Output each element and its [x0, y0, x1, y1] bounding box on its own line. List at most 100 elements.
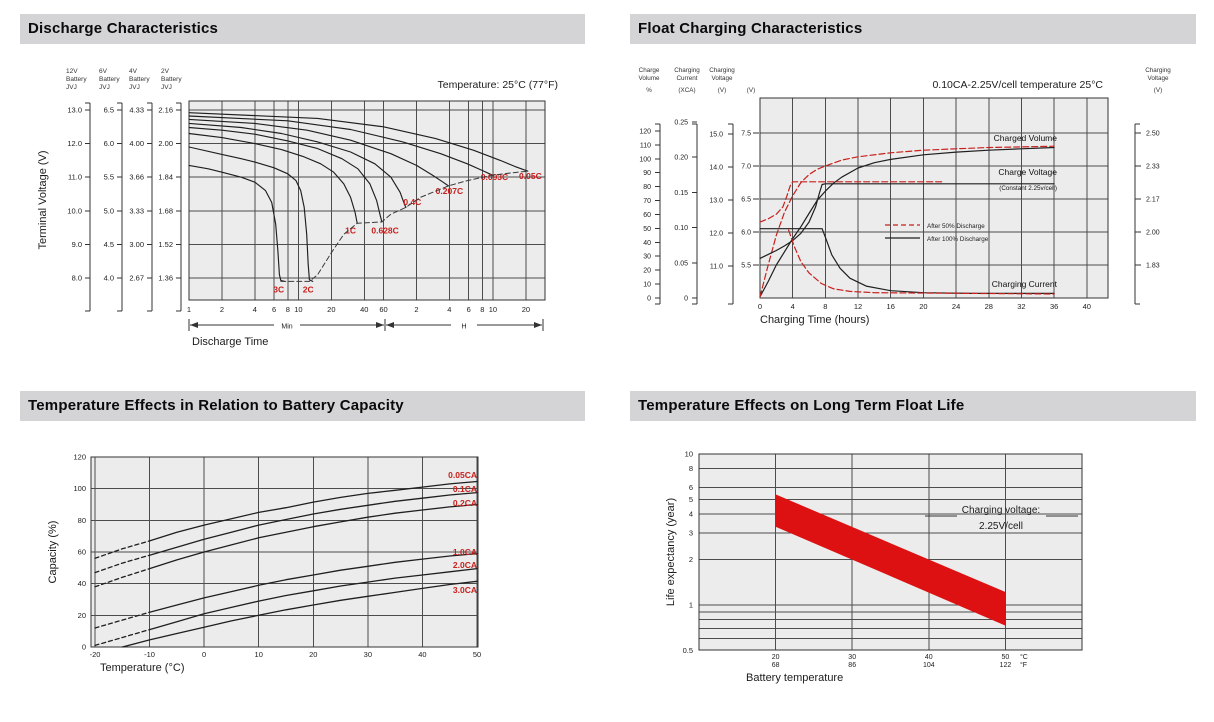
arrow-head-left [190, 322, 198, 328]
scale-header: JVJ [66, 84, 77, 91]
capacity-curve [148, 567, 478, 631]
inplot-label: Charge Voltage [998, 167, 1057, 177]
capacity-curve [148, 491, 478, 556]
discharge-temperature-note: Temperature: 25°C (77°F) [438, 79, 558, 91]
discharge-curve [188, 164, 286, 282]
scale-tick-label: 3.33 [129, 206, 144, 215]
tick-label: 60 [78, 548, 86, 557]
tick-label: 100 [639, 156, 651, 163]
tick-label: 50 [1002, 654, 1010, 661]
tick-label: 0.15 [674, 190, 688, 197]
scale-tick-label: 2.16 [158, 106, 173, 115]
capacity-rate-label: 0.2CA [453, 498, 477, 508]
float-curve-charge_voltage_after_100pct [759, 183, 1055, 259]
tick-label: 30 [364, 650, 372, 659]
tick-label: -10 [144, 650, 155, 659]
capacity-rate-label: 0.1CA [453, 484, 477, 494]
tick-label: 0 [758, 302, 762, 311]
arrow-head-right [534, 322, 542, 328]
scale-tick-label: 2.00 [158, 139, 173, 148]
charging-voltage-annotation: Charging voltage: [962, 505, 1040, 516]
tick-label: 0.25 [674, 120, 688, 127]
scale-tick-label: 1.84 [158, 173, 173, 182]
tick-label: 90 [643, 170, 651, 177]
tick-label: 40 [418, 650, 426, 659]
float-life-frame [698, 453, 1083, 651]
float-condition-note: 0.10CA-2.25V/cell temperature 25°C [932, 79, 1103, 91]
capacity-curve-dashed [94, 628, 151, 647]
axis-header: Volume [638, 75, 660, 82]
tick-label: 0 [684, 296, 688, 303]
celsius-unit-label: °C [1020, 653, 1028, 661]
tick-label: 10 [643, 282, 651, 289]
tick-label: 11.0 [710, 264, 723, 271]
tick-label: 12 [854, 302, 862, 311]
charging-voltage-annotation: 2.25V/cell [979, 521, 1023, 532]
tick-label: 0.05 [674, 260, 688, 267]
tick-label: 1 [689, 601, 693, 610]
discharge-rate-label: 1C [345, 225, 356, 235]
scale-tick-label: 4.33 [129, 106, 144, 115]
discharge-rate-label: 2C [303, 284, 314, 294]
fahrenheit-unit-label: °F [1020, 661, 1027, 669]
arrow-head-right [376, 322, 384, 328]
tick-label: 8 [286, 305, 290, 314]
axis-unit: (V) [1154, 87, 1162, 94]
discharge-curve [188, 126, 383, 223]
scale-header: JVJ [99, 84, 110, 91]
legend-label: After 50% Discharge [927, 223, 985, 230]
scale-header: Battery [129, 76, 150, 83]
tick-label: 6.5 [741, 197, 751, 204]
tick-label: 110 [640, 142, 651, 149]
tick-label: 7.0 [741, 164, 751, 171]
scale-tick-label: 4.00 [129, 139, 144, 148]
tick-label: 8 [823, 302, 827, 311]
tick-label: 5 [689, 495, 693, 504]
scale-tick-label: 3.00 [129, 240, 144, 249]
discharge-curve [188, 118, 449, 187]
tick-label: 80 [643, 184, 651, 191]
tick-label: 40 [360, 305, 368, 314]
capacity-curve-dashed [94, 554, 151, 574]
tick-label: 2.50 [1146, 131, 1160, 138]
tick-label: 12.0 [709, 231, 723, 238]
capacity-ylabel: Capacity (%) [47, 521, 59, 584]
tick-label: 15.0 [709, 132, 723, 139]
tick-label: 2.17 [1146, 197, 1160, 204]
axis-unit: % [646, 87, 652, 94]
tick-label: 40 [78, 579, 86, 588]
capacity-curve [148, 503, 478, 570]
axis-header: Charging [709, 67, 735, 74]
scale-header: Battery [99, 76, 120, 83]
tick-label: 32 [1017, 302, 1025, 311]
tick-label: 60 [379, 305, 387, 314]
cutoff-dashed-line [280, 170, 529, 282]
scale-header: JVJ [161, 84, 172, 91]
capacity-curve [148, 480, 478, 542]
scale-header: 4V [129, 68, 138, 75]
tick-label: 0 [202, 650, 206, 659]
scale-header: JVJ [129, 84, 140, 91]
tick-label: 50 [473, 650, 481, 659]
tick-label: 30 [848, 654, 856, 661]
axis-header: Charge [639, 67, 660, 74]
discharge-rate-label: 0.207C [436, 186, 463, 196]
tick-label: 4 [689, 510, 693, 519]
capacity-curve-dashed [94, 540, 151, 559]
discharge-rate-label: 0.628C [371, 225, 398, 235]
scale-tick-label: 13.0 [67, 106, 82, 115]
tick-label: 20 [78, 611, 86, 620]
inplot-label: Charging Current [992, 279, 1058, 289]
tick-label: 122 [1000, 662, 1012, 669]
tick-label: 70 [643, 198, 651, 205]
tick-label: 0.5 [683, 646, 693, 655]
tick-label: 40 [925, 654, 933, 661]
scale-tick-label: 12.0 [67, 139, 82, 148]
tick-label: 4 [791, 302, 795, 311]
capacity-xlabel: Temperature (°C) [100, 662, 184, 674]
scale-tick-label: 5.0 [104, 206, 114, 215]
tick-label: 24 [952, 302, 960, 311]
scale-tick-label: 6.5 [104, 106, 114, 115]
axis-unit: (XCA) [678, 87, 695, 94]
range-label-bg [274, 319, 300, 330]
